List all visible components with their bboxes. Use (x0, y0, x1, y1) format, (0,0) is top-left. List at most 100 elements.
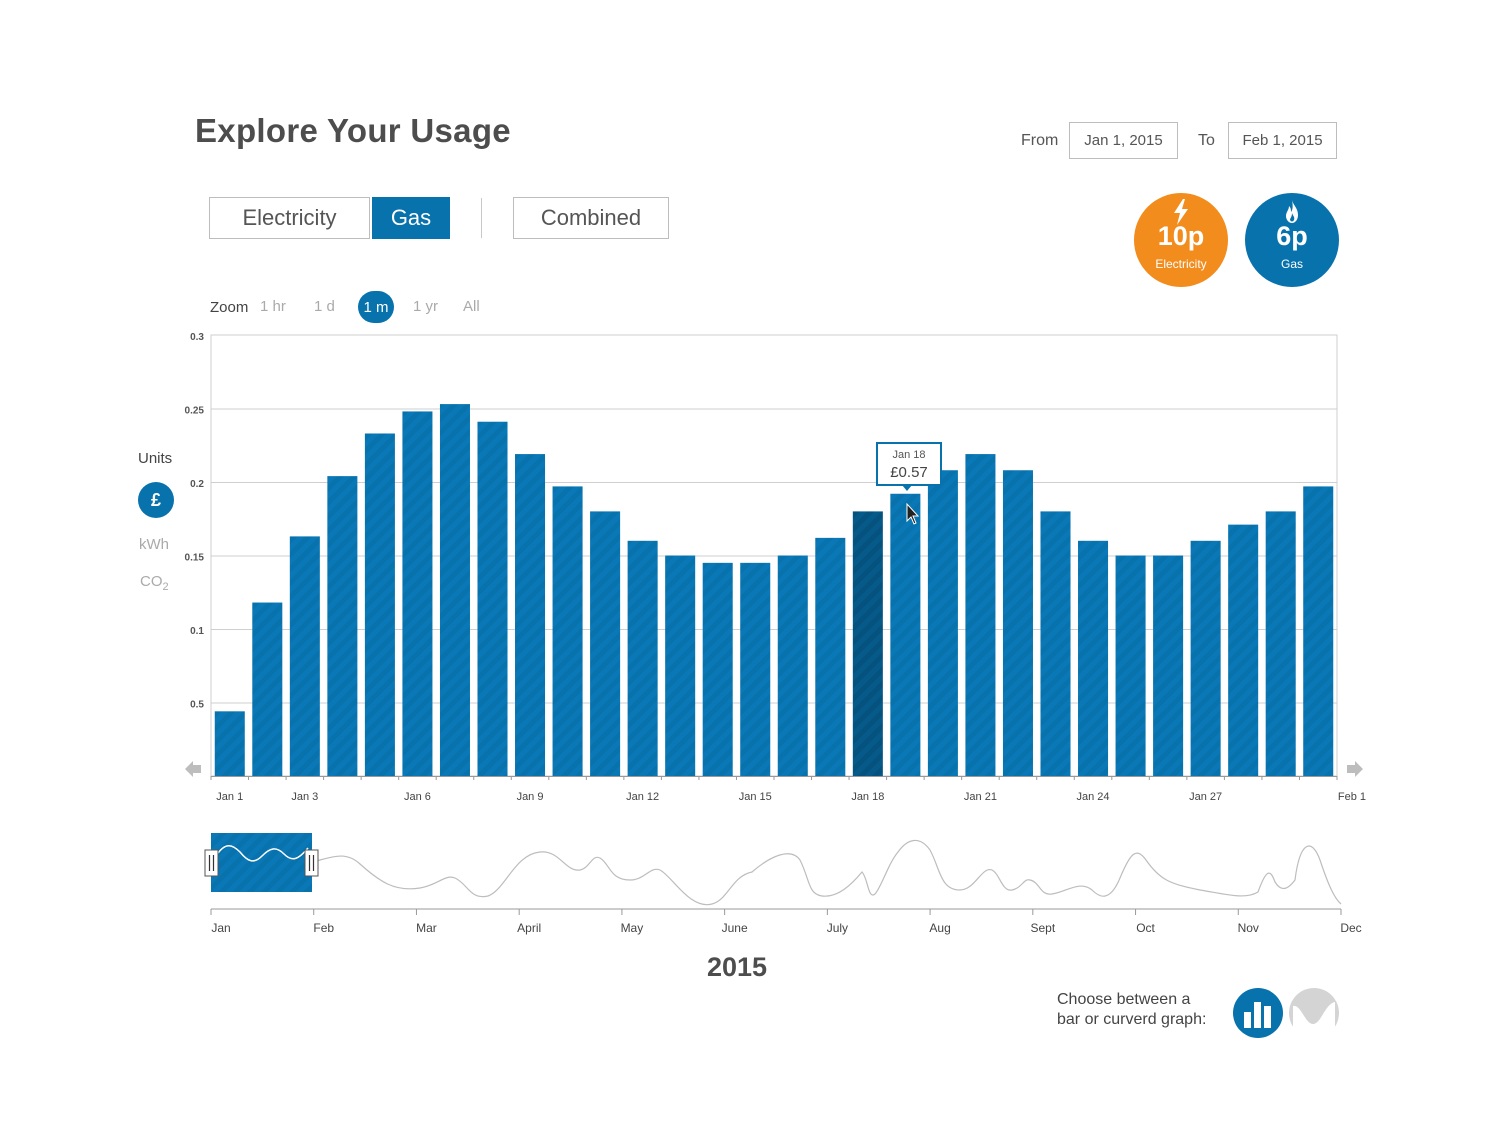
graph-type-prompt: Choose between a bar or curverd graph: (1057, 990, 1206, 1030)
bar[interactable] (1190, 540, 1221, 776)
y-tick-label: 0.15 (185, 553, 205, 564)
x-tick-label: Jan 12 (626, 791, 659, 803)
mouse-cursor-icon (906, 502, 920, 525)
bar[interactable] (1078, 540, 1109, 776)
x-tick-label: Jan 24 (1077, 791, 1110, 803)
bar[interactable] (364, 433, 395, 776)
from-label: From (1021, 132, 1059, 149)
month-label: Sept (1030, 921, 1055, 935)
tab-electricity[interactable]: Electricity (209, 197, 370, 239)
x-tick-label: Jan 18 (851, 791, 884, 803)
y-axis-ticks: 0.3 0.25 0.2 0.15 0.1 0.5 (185, 332, 205, 711)
y-tick-label: 0.25 (185, 406, 205, 417)
to-date-field[interactable]: Feb 1, 2015 (1228, 122, 1337, 159)
x-tick-label: Jan 6 (404, 791, 431, 803)
bar[interactable] (214, 711, 245, 776)
electricity-rate-label: Electricity (1155, 257, 1207, 271)
y-tick-label: 0.5 (190, 700, 204, 711)
bar[interactable] (552, 486, 583, 776)
zoom-1d[interactable]: 1 d (314, 298, 335, 315)
chart-bars (214, 404, 1334, 777)
timeline-year: 2015 (707, 952, 768, 982)
bar[interactable] (439, 404, 470, 776)
bar[interactable] (665, 555, 696, 777)
bar[interactable] (1002, 470, 1033, 776)
month-label: Aug (929, 921, 950, 935)
bar[interactable] (965, 454, 996, 776)
bar-graph-button[interactable] (1233, 988, 1283, 1038)
bar[interactable] (777, 555, 808, 777)
overview-usage-curve (311, 839, 1342, 906)
selection-left-handle[interactable] (204, 849, 219, 877)
x-tick-label: Jan 27 (1189, 791, 1222, 803)
tab-divider (481, 198, 482, 238)
month-label: Mar (416, 921, 437, 935)
overview-selection-window[interactable] (204, 833, 319, 892)
x-tick-label: Jan 9 (517, 791, 544, 803)
bar[interactable] (402, 411, 433, 776)
unit-pound-button[interactable]: £ (138, 482, 174, 518)
gas-rate-value: 6p (1276, 221, 1308, 251)
graph-type-prompt-line2: bar or curverd graph: (1057, 1011, 1207, 1028)
zoom-label: Zoom (210, 299, 249, 316)
y-tick-label: 0.3 (190, 332, 204, 343)
electricity-rate-badge: 10p Electricity (1134, 193, 1228, 287)
bar[interactable] (1153, 555, 1184, 777)
units-label: Units (138, 450, 173, 467)
bar[interactable] (702, 562, 733, 776)
overview-timeline[interactable]: Jan Feb Mar April May June July Aug Sept Oct Nov De… (0, 820, 1500, 945)
bar[interactable] (327, 476, 358, 776)
x-tick-label: Jan 3 (291, 791, 318, 803)
to-label: To (1198, 132, 1215, 149)
tab-gas[interactable]: Gas (372, 197, 450, 239)
overview-month-ticks: Jan Feb Mar April May June July Aug Sept Oct Nov De… (210, 909, 1362, 935)
bar[interactable] (627, 540, 658, 776)
bar[interactable] (1265, 511, 1296, 776)
zoom-all[interactable]: All (463, 298, 480, 315)
bar[interactable] (590, 511, 621, 776)
bar[interactable] (1040, 511, 1071, 776)
bar[interactable] (477, 421, 508, 776)
flame-icon (1286, 200, 1298, 223)
y-tick-label: 0.1 (190, 626, 204, 637)
zoom-1hr[interactable]: 1 hr (260, 298, 286, 315)
bar[interactable] (1228, 524, 1259, 776)
month-label: Nov (1238, 921, 1259, 935)
bar[interactable] (890, 493, 921, 776)
bar[interactable] (515, 454, 546, 776)
tooltip-value: £0.57 (890, 464, 928, 481)
gas-rate-badge: 6p Gas (1245, 193, 1339, 287)
zoom-1yr[interactable]: 1 yr (413, 298, 439, 315)
tab-combined[interactable]: Combined (513, 197, 669, 239)
y-tick-label: 0.2 (190, 479, 204, 490)
month-label: Jan (211, 921, 230, 935)
month-label: Oct (1136, 921, 1155, 935)
x-tick-label: Feb 1 (1338, 791, 1366, 803)
tooltip-date: Jan 18 (892, 449, 925, 461)
page-title: Explore Your Usage (195, 112, 511, 149)
zoom-1m[interactable]: 1 m (358, 291, 394, 323)
selection-right-handle[interactable] (304, 849, 319, 877)
month-label: Dec (1340, 921, 1361, 935)
x-axis-ticks: Jan 1 Jan 3 Jan 6 Jan 9 Jan 12 Jan 15 Jan 18 Ja… (210, 776, 1366, 803)
month-label: Feb (313, 921, 334, 935)
next-arrow-icon[interactable] (1347, 761, 1363, 777)
bar[interactable] (1115, 555, 1146, 777)
unit-kwh-button[interactable]: kWh (139, 536, 169, 553)
month-label: May (621, 921, 644, 935)
usage-bar-chart: 0.30.250.20.150.10.5 Jan 1 Jan 3 Jan 6 Jan … (185, 332, 1367, 803)
bar[interactable] (289, 536, 320, 776)
bar[interactable] (740, 562, 771, 776)
curve-graph-button[interactable] (1289, 988, 1339, 1038)
unit-co2-button[interactable]: CO2 (140, 573, 169, 593)
bar-highlighted[interactable] (852, 511, 883, 776)
bar-chart-icon (1244, 1002, 1271, 1028)
bar[interactable] (1303, 486, 1334, 776)
bar[interactable] (252, 602, 283, 776)
bar[interactable] (815, 537, 846, 776)
lightning-icon (1174, 199, 1188, 225)
month-label: July (827, 921, 848, 935)
bar[interactable] (927, 470, 958, 776)
previous-arrow-icon[interactable] (185, 761, 201, 777)
from-date-field[interactable]: Jan 1, 2015 (1069, 122, 1178, 159)
